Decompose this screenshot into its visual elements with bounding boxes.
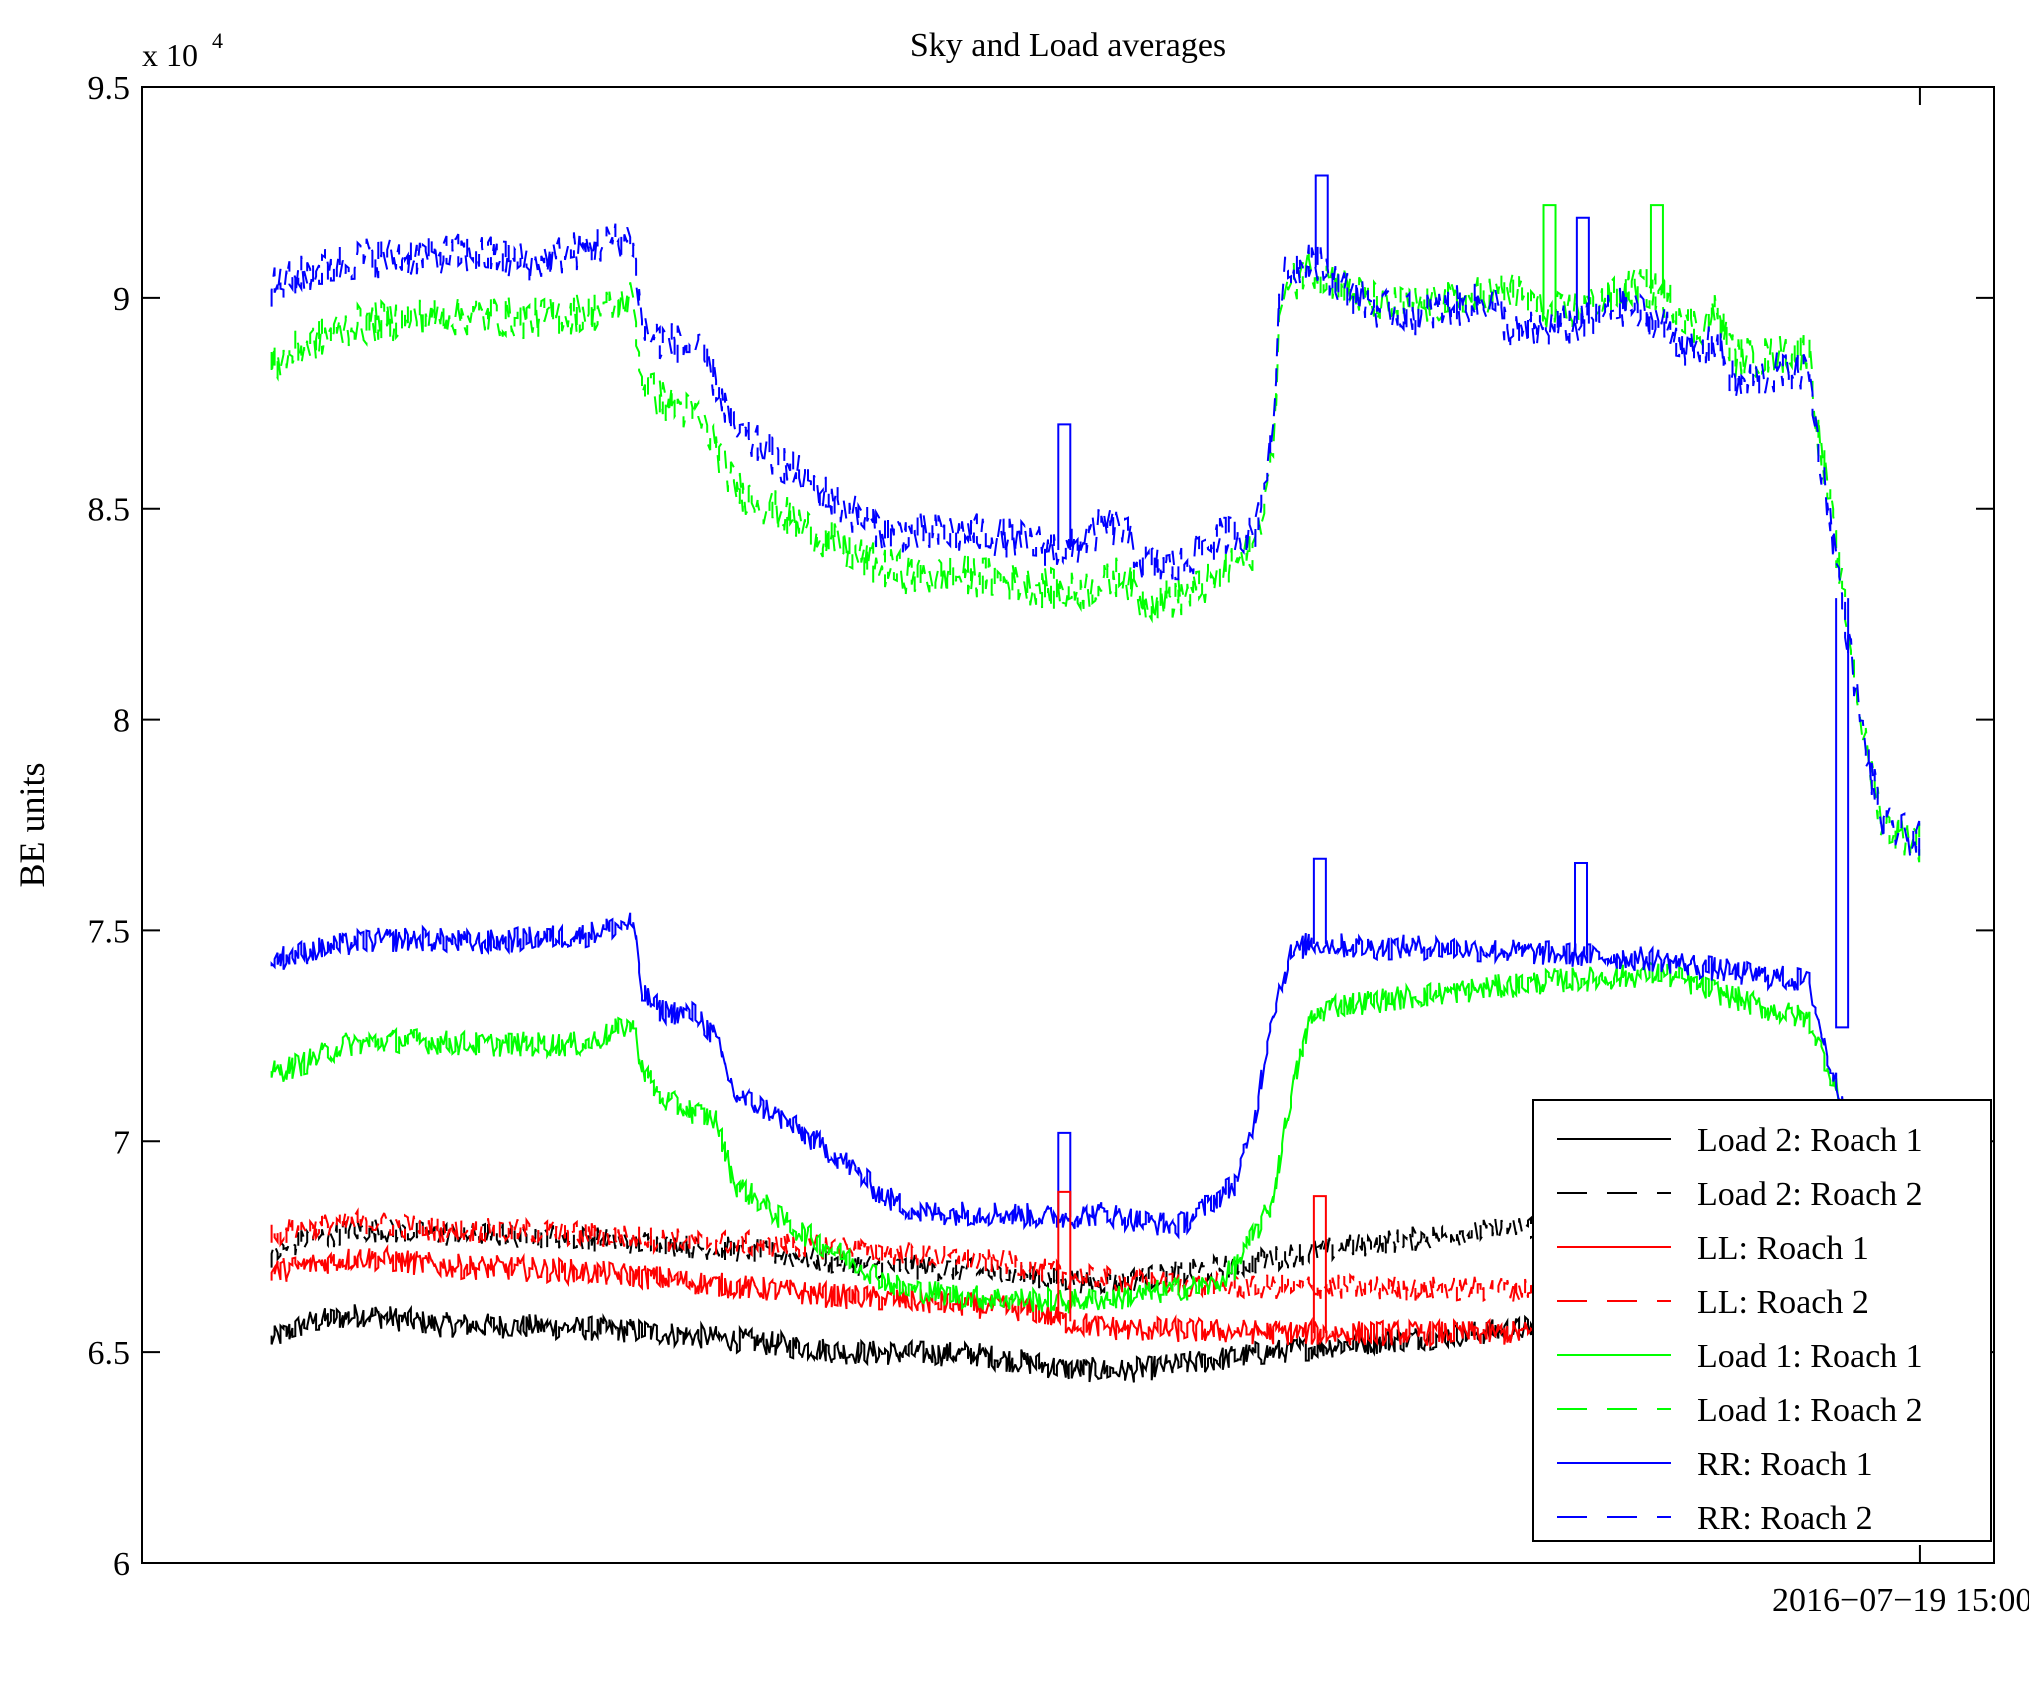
series-line-4	[270, 1207, 1716, 1305]
series-line-3	[270, 1244, 1716, 1348]
series-spike	[1312, 1195, 1327, 1334]
series-line-6	[270, 247, 1921, 863]
y-multiplier: x 10	[142, 37, 198, 73]
legend: Load 2: Roach 1 Load 2: Roach 2 LL: Roach …	[1532, 1099, 1992, 1542]
legend-label-3: LL: Roach 1	[1697, 1230, 1869, 1267]
series-spike	[1542, 204, 1557, 315]
y-tick-label: 6	[113, 1546, 130, 1583]
y-tick-label: 9	[113, 281, 130, 318]
legend-label-6: Load 1: Roach 2	[1697, 1392, 1923, 1429]
series-line-1	[270, 1300, 1716, 1383]
series-spike	[1649, 204, 1664, 294]
legend-box	[1532, 1099, 1992, 1542]
y-tick-label: 8	[113, 703, 130, 740]
ticks-layer: 6 6.5 7 7.5 8 8.5 9 9.5 2016−07−19 15:00:00	[88, 70, 2029, 1619]
y-tick-label: 7	[113, 1124, 130, 1161]
series-spike	[1057, 1190, 1072, 1322]
series-line-5	[270, 960, 1847, 1314]
legend-label-1: Load 2: Roach 1	[1697, 1122, 1923, 1159]
series-spike	[1057, 423, 1072, 551]
y-multiplier-exponent: 4	[212, 28, 223, 53]
y-axis-label: BE units	[12, 762, 52, 887]
series-spike	[1835, 598, 1850, 1029]
y-multiplier-base: x 10	[142, 37, 198, 73]
y-tick-label: 6.5	[88, 1335, 131, 1372]
y-tick-label: 9.5	[88, 70, 131, 107]
series-layer	[270, 174, 1921, 1383]
legend-label-2: Load 2: Roach 2	[1697, 1176, 1923, 1213]
chart-title: Sky and Load averages	[910, 27, 1226, 64]
x-tick-label: 2016−07−19 15:00:00	[1772, 1582, 2029, 1619]
legend-label-4: LL: Roach 2	[1697, 1284, 1869, 1321]
y-tick-label: 7.5	[88, 913, 131, 950]
legend-label-7: RR: Roach 1	[1697, 1446, 1873, 1483]
series-line-7	[270, 912, 1847, 1240]
plot-frame	[141, 86, 1995, 1564]
series-line-8	[270, 223, 1921, 860]
series-spike	[1575, 216, 1590, 324]
series-spike	[1312, 857, 1327, 944]
series-spike	[1314, 174, 1329, 268]
series-spike	[1057, 1131, 1072, 1218]
y-tick-label: 8.5	[88, 492, 131, 529]
series-spike	[1574, 861, 1588, 956]
legend-label-8: RR: Roach 2	[1697, 1500, 1873, 1537]
legend-label-5: Load 1: Roach 1	[1697, 1338, 1923, 1375]
